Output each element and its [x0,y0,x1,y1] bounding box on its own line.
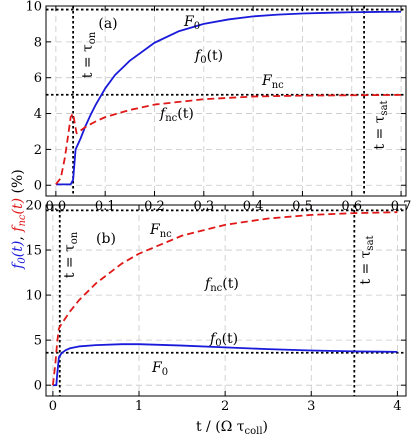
y-tick-label: 20 [25,199,42,214]
panel-label: (b) [96,231,116,247]
y-label-sep: , [10,232,26,241]
reference-line-label: t = τon [80,31,98,78]
y-tick-label: 6 [34,71,42,86]
x-tick-label: 0.4 [243,199,264,214]
y-label-fnc: f [10,224,26,233]
x-tick-label: 0.5 [292,199,313,214]
panel-a: 0.0 0.1 0.2 0.3 0.4 0.5 0.6 0.7 0 2 4 6 8 10 (a) F0 Fnc t… [25,0,411,214]
y-tick-label: 10 [25,289,42,304]
y-tick-label: 4 [34,107,42,122]
x-tick-label: 0.3 [193,199,214,214]
reference-line-label: F0 [183,14,200,32]
y-tick-label: 8 [34,35,42,50]
reference-line-label: Fnc [149,222,172,240]
reference-line-label: t = τsat [358,235,376,284]
series-label: f0(t) [209,331,238,349]
x-tick-label: 0.2 [144,199,165,214]
reference-line-label: t = τon [62,231,80,278]
y-tick-label: 10 [25,0,42,15]
panel-label: (a) [98,16,117,32]
series-label: fnc(t) [204,276,239,294]
x-tick-label: 0.6 [341,199,362,214]
series-label: f0(t) [194,48,223,66]
series-label: fnc(t) [159,106,194,124]
y-tick-label: 15 [25,244,42,259]
reference-line-label: Fnc [261,73,284,91]
x-tick-label: 4 [393,399,401,414]
reference-line-label: F0 [151,360,168,378]
y-tick-label: 0 [34,179,42,194]
x-tick-label: 0.1 [95,199,116,214]
reference-line-label: t = τsat [372,100,390,149]
plot-frame [45,5,407,197]
x-tick-label: 0 [49,399,57,414]
series-line-1 [51,211,398,386]
panel-b: 0 1 2 3 4 0 5 10 15 20 (b) Fnc F0 t = τon t = τsat f0(t… [25,199,407,414]
series-line-0 [55,10,402,186]
x-tick-label: 1 [135,399,143,414]
y-tick-label: 2 [34,143,42,158]
x-tick-label: 0.0 [46,199,67,214]
y-axis-label: f0(t), fnc(t) (%) [10,169,28,270]
y-tick-label: 5 [34,334,42,349]
series-line-0 [52,343,398,387]
x-tick-label: 0.7 [391,199,412,214]
x-tick-label: 3 [307,399,315,414]
y-label-unit: (%) [10,169,26,198]
x-tick-label: 2 [221,399,229,414]
y-tick-label: 0 [34,379,42,394]
x-axis-label: t / (Ω τcoll) [196,419,268,437]
series-line-1 [55,94,402,185]
plot-frame [45,204,407,397]
y-label-f0: f [10,261,26,270]
